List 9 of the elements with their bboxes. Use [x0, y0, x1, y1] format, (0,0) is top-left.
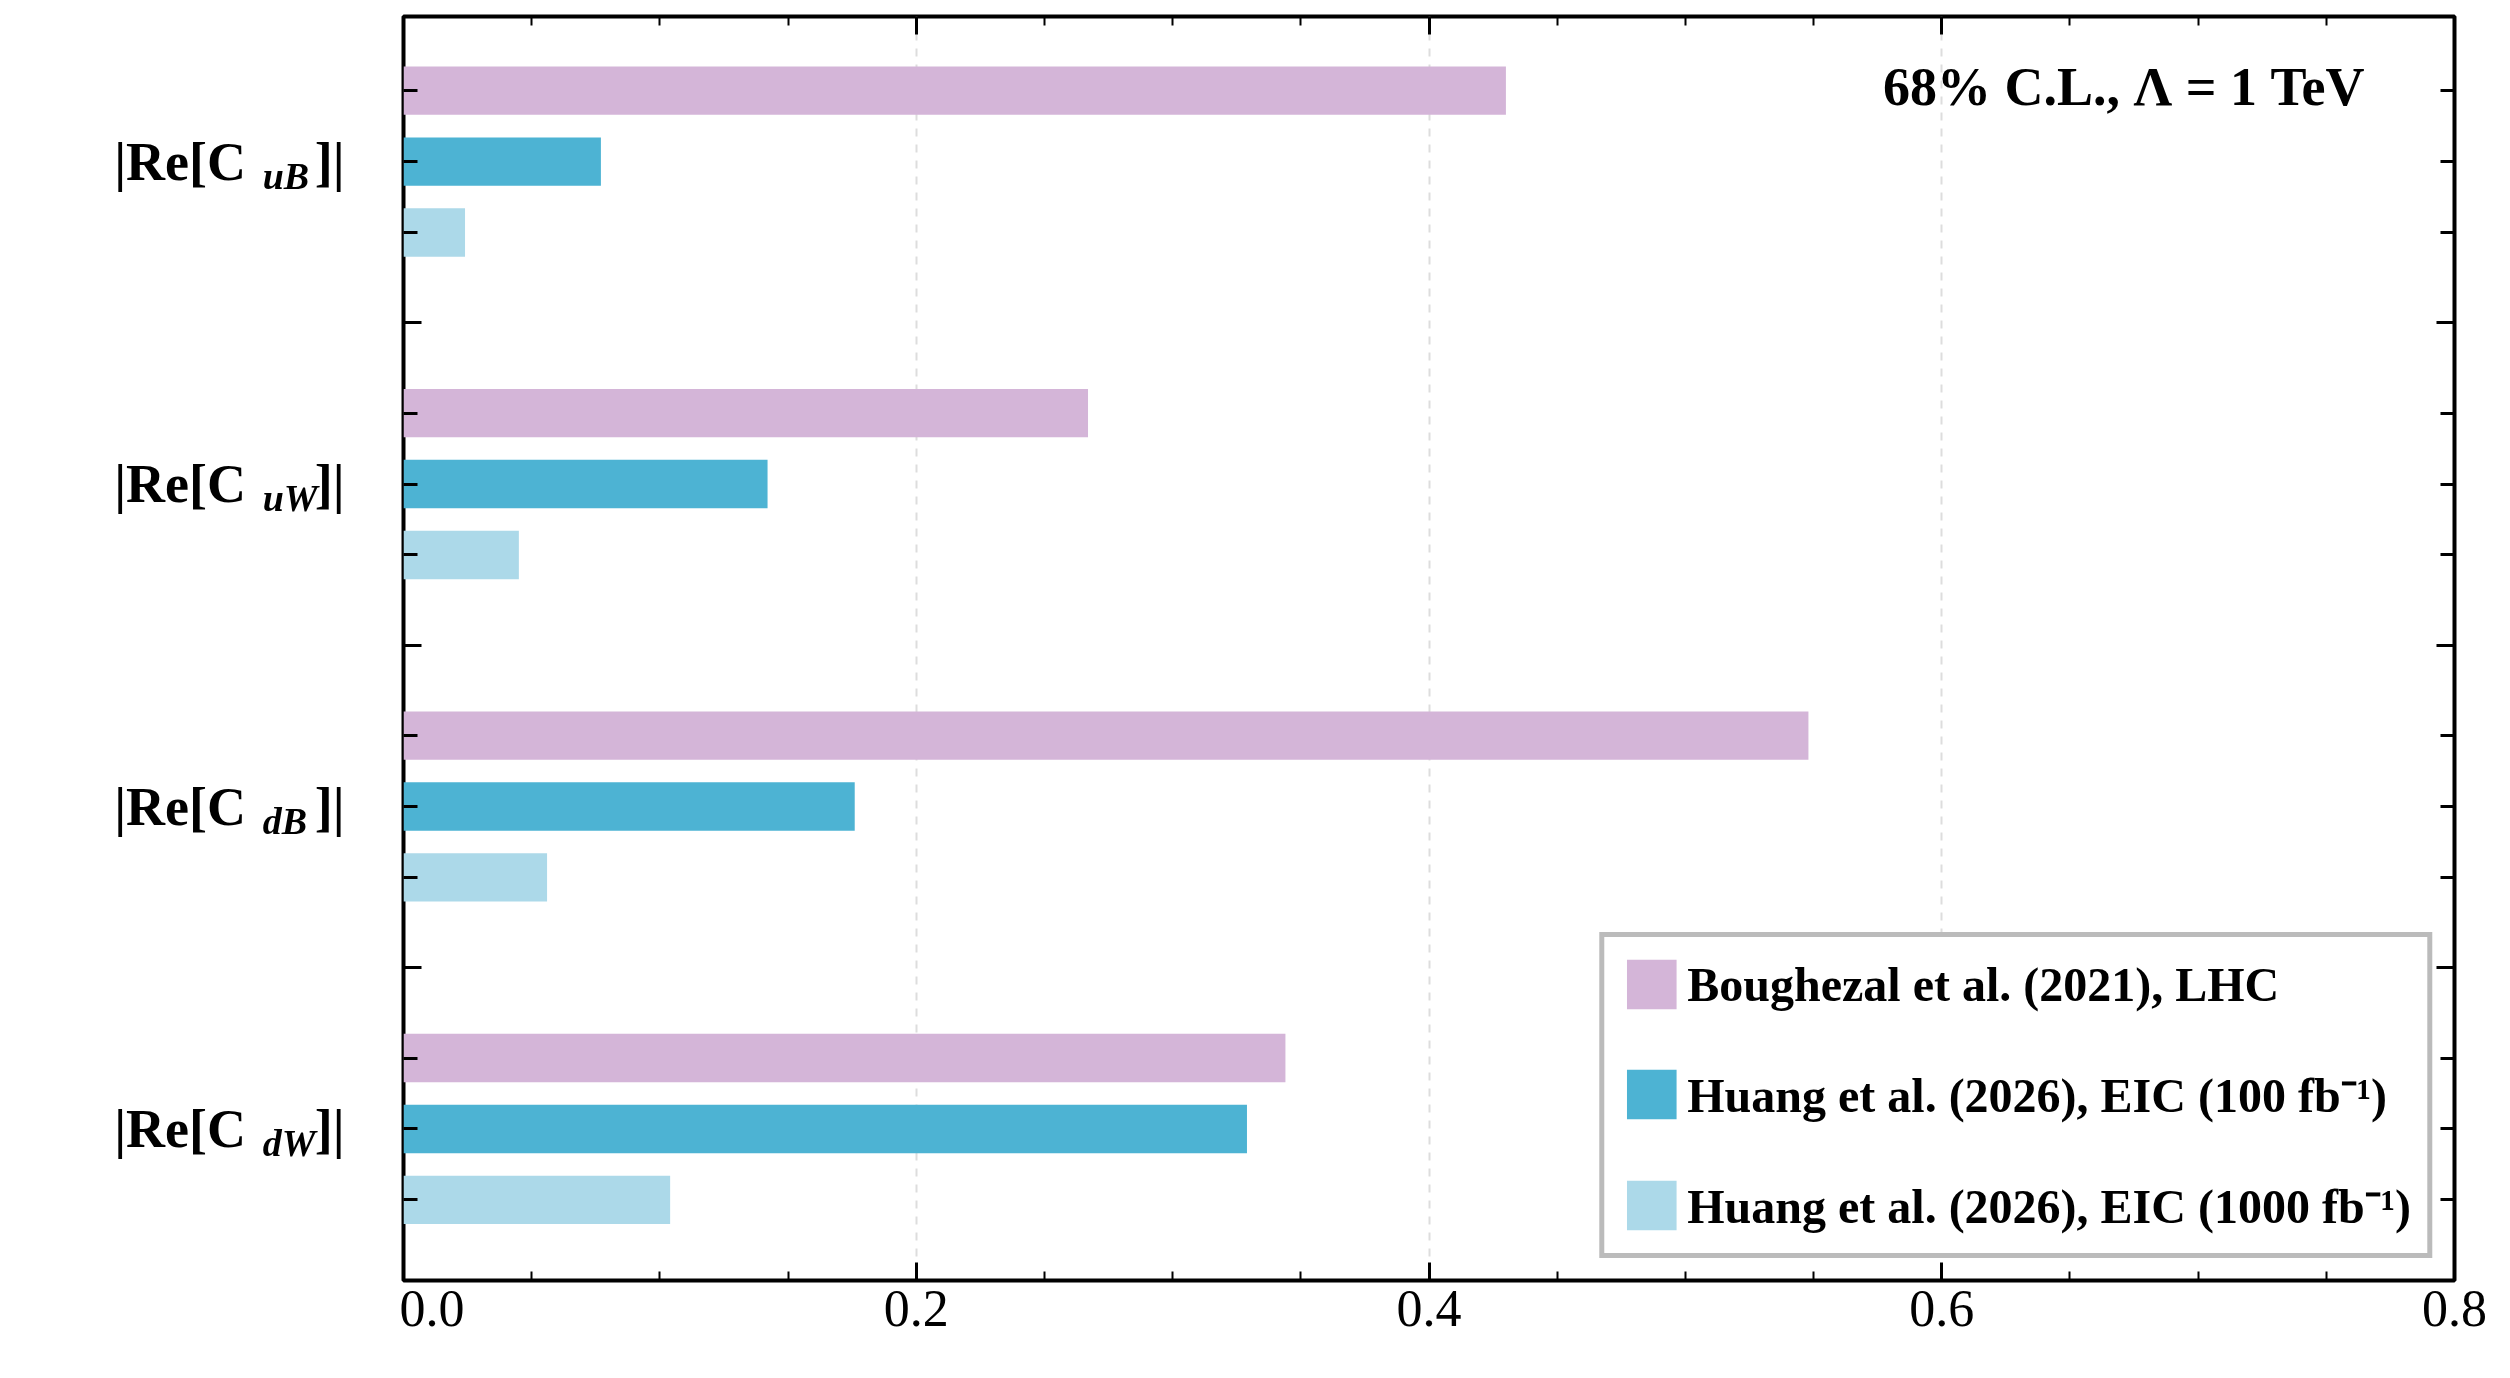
x-tick-label: 0.4 [1396, 1279, 1462, 1337]
x-tick-label: 0.8 [2422, 1279, 2487, 1337]
legend-label: Huang et al. (2026), EIC (100 fb⁻¹) [1687, 1068, 2387, 1125]
annotation: 68% C.L., Λ = 1 TeV [1882, 56, 2365, 117]
x-tick-label: 0.0 [399, 1279, 465, 1337]
x-tick-label: 0.6 [1909, 1279, 1975, 1337]
legend-label: Boughezal et al. (2021), LHC [1687, 956, 2280, 1012]
x-tick-label: 0.2 [883, 1279, 949, 1337]
legend-label: Huang et al. (2026), EIC (1000 fb⁻¹) [1687, 1179, 2411, 1236]
